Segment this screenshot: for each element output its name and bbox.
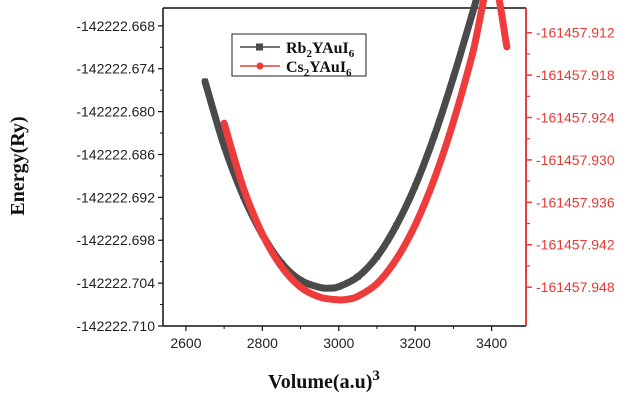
series-Cs2YAuI6 xyxy=(220,0,511,304)
left-tick-label: -142222.668 xyxy=(76,18,155,34)
data-point-Cs2YAuI6 xyxy=(278,263,285,270)
right-tick-label: -161457.936 xyxy=(536,194,615,210)
data-point-Rb2YAuI6 xyxy=(354,273,361,280)
data-point-Rb2YAuI6 xyxy=(326,285,333,292)
data-point-Cs2YAuI6 xyxy=(345,296,352,303)
legend-text-part: Rb xyxy=(286,40,307,57)
data-point-Cs2YAuI6 xyxy=(297,284,304,291)
legend-box xyxy=(231,33,367,77)
legend-marker-Cs2YAuI6 xyxy=(256,62,264,70)
data-point-Cs2YAuI6 xyxy=(450,118,457,125)
data-point-Rb2YAuI6 xyxy=(469,10,476,17)
data-point-Rb2YAuI6 xyxy=(431,132,438,139)
data-point-Cs2YAuI6 xyxy=(335,296,342,303)
legend-text-part: YAuI xyxy=(309,59,346,76)
data-point-Cs2YAuI6 xyxy=(412,221,419,228)
left-tick-label: -142222.680 xyxy=(76,104,155,120)
data-point-Rb2YAuI6 xyxy=(412,182,419,189)
left-tick-label: -142222.704 xyxy=(76,275,155,291)
data-point-Cs2YAuI6 xyxy=(221,120,228,127)
data-point-Cs2YAuI6 xyxy=(373,280,380,287)
data-point-Cs2YAuI6 xyxy=(316,294,323,301)
data-point-Cs2YAuI6 xyxy=(503,43,510,50)
left-y-axis: -142222.668 -142222.674 -142222.680 -142222… xyxy=(76,8,164,334)
legend-subscript: 2 xyxy=(304,67,310,79)
x-tick-label: 3400 xyxy=(476,335,507,351)
right-tick-label: -161457.924 xyxy=(536,110,615,126)
data-point-Rb2YAuI6 xyxy=(393,222,400,229)
data-point-Rb2YAuI6 xyxy=(221,142,228,149)
right-tick-label: -161457.912 xyxy=(536,25,615,41)
legend-label-Rb2YAuI6: Rb2YAuI6 xyxy=(286,40,355,60)
left-tick-label: -142222.698 xyxy=(76,232,155,248)
data-point-Cs2YAuI6 xyxy=(240,184,247,191)
data-point-Rb2YAuI6 xyxy=(335,283,342,290)
left-tick-label: -142222.674 xyxy=(76,61,155,77)
x-tick-label: 3200 xyxy=(400,335,431,351)
left-tick-label: -142222.692 xyxy=(76,189,155,205)
right-tick-label: -161457.948 xyxy=(536,279,615,295)
right-tick-label: -161457.918 xyxy=(536,67,615,83)
plot-area xyxy=(163,0,526,327)
x-tick-label: 3000 xyxy=(323,335,354,351)
legend-subscript: 6 xyxy=(349,48,355,60)
x-axis-label-text: Volume(a.u) xyxy=(268,371,372,393)
x-tick-label: 2800 xyxy=(247,335,278,351)
legend-text-part: Cs xyxy=(286,59,304,76)
legend-subscript: 2 xyxy=(306,48,312,60)
left-tick-label: -142222.710 xyxy=(76,318,155,334)
data-point-Rb2YAuI6 xyxy=(373,253,380,260)
right-tick-label: -161457.942 xyxy=(536,237,615,253)
legend-text-part: YAuI xyxy=(312,40,349,57)
left-tick-label: -142222.686 xyxy=(76,146,155,162)
data-point-Cs2YAuI6 xyxy=(431,176,438,183)
x-axis-label-superscript: 3 xyxy=(372,368,380,384)
data-point-Rb2YAuI6 xyxy=(450,74,457,81)
legend-marker-Rb2YAuI6 xyxy=(256,43,263,51)
data-point-Cs2YAuI6 xyxy=(354,293,361,300)
legend-label-Cs2YAuI6: Cs2YAuI6 xyxy=(286,59,352,79)
data-point-Rb2YAuI6 xyxy=(202,78,209,85)
legend-subscript: 6 xyxy=(346,67,352,79)
right-tick-label: -161457.930 xyxy=(536,152,615,168)
data-point-Cs2YAuI6 xyxy=(393,256,400,263)
data-point-Cs2YAuI6 xyxy=(259,231,266,238)
data-point-Rb2YAuI6 xyxy=(297,277,304,284)
data-point-Rb2YAuI6 xyxy=(316,284,323,291)
x-tick-label: 2600 xyxy=(170,335,201,351)
right-y-axis: -161457.912 -161457.918 -161457.924 -161457… xyxy=(525,8,615,326)
y-axis-label: Energy(Ry) xyxy=(7,116,29,215)
x-axis-label: Volume(a.u)3 xyxy=(268,368,380,393)
x-axis: 2600 2800 3000 3200 3400 xyxy=(170,326,507,351)
data-point-Cs2YAuI6 xyxy=(469,50,476,57)
